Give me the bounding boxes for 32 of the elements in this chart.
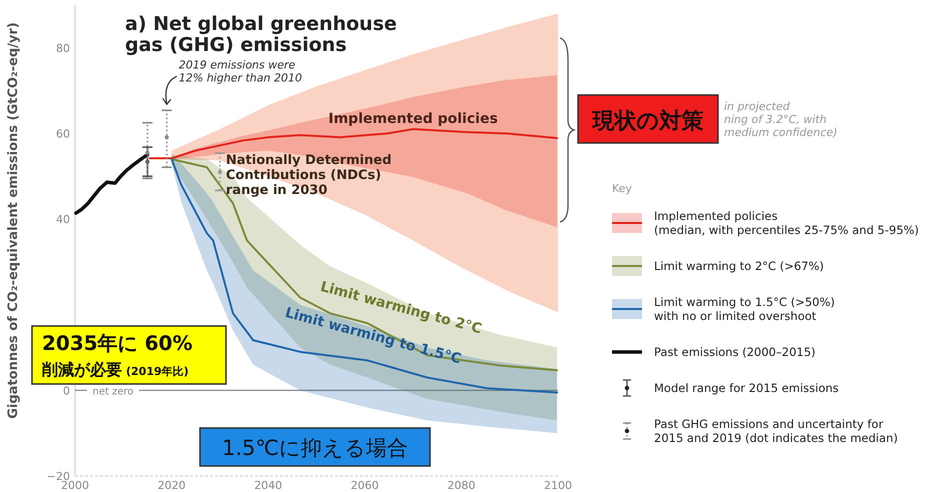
text: a) Net global greenhouse gas (GHG) emissions [125,13,397,56]
legend-label: Limit warming to 2°C (>67%) [654,259,824,273]
point [145,150,150,155]
legend-label: Past GHG emissions and uncertainty for 2015 and 2019 (dot indicates the median) [654,417,898,445]
y-tick-label: 40 [56,213,70,226]
legend-title: Key [612,182,632,195]
text: 現状の対策 [592,108,704,134]
x-tick-label: 2000 [61,479,89,492]
legend-label: Implemented policies (median, with percentiles 25-75% and 5-95%) [654,209,919,237]
x-tick-label: 2100 [544,479,572,492]
annotation: 2035年に 60% [42,331,192,355]
annotation: Nationally Determined Contributions (NDCs) range in 2030 [226,153,392,198]
annotation: 2019 emissions were 12% higher than 2010 [178,58,302,84]
y-tick-label: 0 [63,384,70,398]
y-tick-label: 80 [56,42,70,55]
annotation: 削減が必要 [41,360,122,379]
annotation: 1.5℃に抑える場合 [222,436,408,460]
legend-label: Model range for 2015 emissions [654,381,839,395]
x-tick-label: 2020 [158,479,186,492]
legend-label: Limit warming to 1.5°C (>50%) with no or limited overshoot [654,295,835,323]
annotation: Implemented policies [328,111,498,128]
x-tick-label: 2060 [350,479,379,492]
annotation: (2019年比) [126,365,189,378]
text: in projected ning of 3.2°C, with medium confidence) [724,100,838,139]
x-tick-label: 2080 [447,479,476,492]
x-tick-label: 2040 [254,479,282,492]
ref-line-label: net zero [92,386,134,398]
point [218,170,222,174]
y-axis-title: Gigatonnes of CO₂-equivalent emissions (GtCO₂-eq/yr) [6,22,21,419]
point [164,135,169,140]
y-tick-label: 60 [56,127,70,140]
legend-label: Past emissions (2000–2015) [654,345,816,359]
